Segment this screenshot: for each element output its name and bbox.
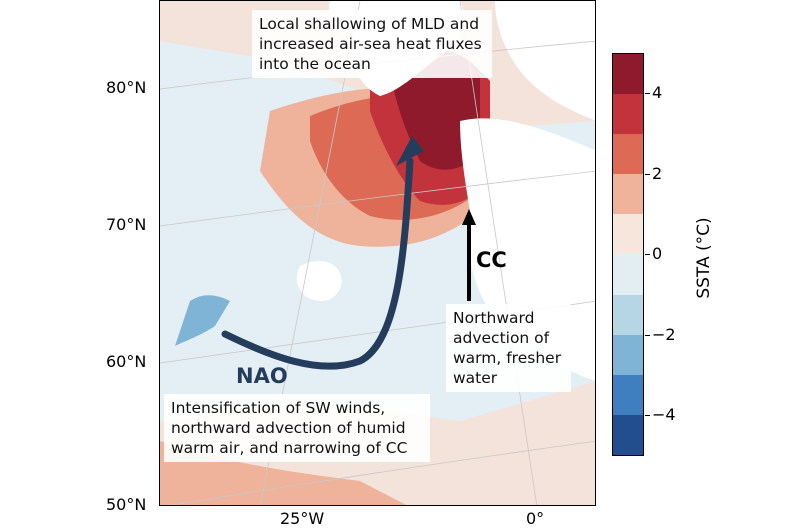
colorbar-segment <box>613 334 643 375</box>
annotation-advection-line4: water <box>453 369 498 387</box>
colorbar-tick-0: 0 <box>652 244 663 263</box>
cc-label: CC <box>476 248 507 272</box>
colorbar-segment <box>613 134 643 175</box>
cc-arrowhead <box>462 209 476 225</box>
colorbar-segment <box>613 294 643 335</box>
colorbar-tickmark-0 <box>645 254 650 255</box>
warm-patch-southwest <box>160 441 407 505</box>
colorbar-segment <box>613 54 643 95</box>
annotation-advection-line3: warm, fresher <box>453 349 562 367</box>
annotation-winds: Intensification of SW winds, northward a… <box>164 394 430 462</box>
colorbar-tick-4: 4 <box>652 83 663 102</box>
parallel-70n <box>160 170 595 227</box>
lat-label-70n: 70°N <box>106 215 147 234</box>
annotation-mld: Local shallowing of MLD and increased ai… <box>252 10 492 78</box>
annotation-winds-line3: warm air, and narrowing of CC <box>171 439 408 457</box>
lat-label-80n: 80°N <box>106 78 147 97</box>
lat-label-50n: 50°N <box>106 495 147 514</box>
annotation-advection-line1: Northward <box>453 309 535 327</box>
colorbar-tick-neg2: −2 <box>652 325 676 344</box>
colorbar-segment <box>613 254 643 295</box>
nao-arrow <box>221 157 414 370</box>
parallel-50n <box>169 440 595 505</box>
lon-label-25w: 25°W <box>280 509 325 528</box>
lat-label-60n: 60°N <box>106 352 147 371</box>
colorbar-tickmark-2 <box>645 174 650 175</box>
annotation-advection-line2: advection of <box>453 329 550 347</box>
lon-label-0: 0° <box>526 509 545 528</box>
nao-label: NAO <box>236 364 288 388</box>
colorbar <box>612 53 644 456</box>
annotation-mld-line3: into the ocean <box>259 55 371 73</box>
colorbar-tick-2: 2 <box>652 164 663 183</box>
colorbar-segment <box>613 414 643 455</box>
colorbar-segment <box>613 174 643 215</box>
annotation-winds-line1: Intensification of SW winds, <box>171 399 386 417</box>
colorbar-tickmark-neg4 <box>645 415 650 416</box>
colorbar-title: SSTA (°C) <box>694 217 714 299</box>
annotation-mld-line1: Local shallowing of MLD and <box>259 15 480 33</box>
iceland-landmass <box>296 261 342 301</box>
colorbar-tickmark-neg2 <box>645 335 650 336</box>
meridian-0 <box>459 1 538 505</box>
annotation-advection: Northward advection of warm, fresher wat… <box>446 304 571 392</box>
arctic-landmass <box>495 1 595 121</box>
annotation-winds-line2: northward advection of humid <box>171 419 406 437</box>
annotation-mld-line2: increased air-sea heat fluxes <box>259 35 482 53</box>
colorbar-segment <box>613 374 643 415</box>
colorbar-segment <box>613 94 643 135</box>
colorbar-tickmark-4 <box>645 93 650 94</box>
cool-coastal-strip <box>175 295 230 346</box>
colorbar-segment <box>613 214 643 255</box>
colorbar-tick-neg4: −4 <box>652 405 676 424</box>
nao-arrowhead <box>396 136 424 166</box>
